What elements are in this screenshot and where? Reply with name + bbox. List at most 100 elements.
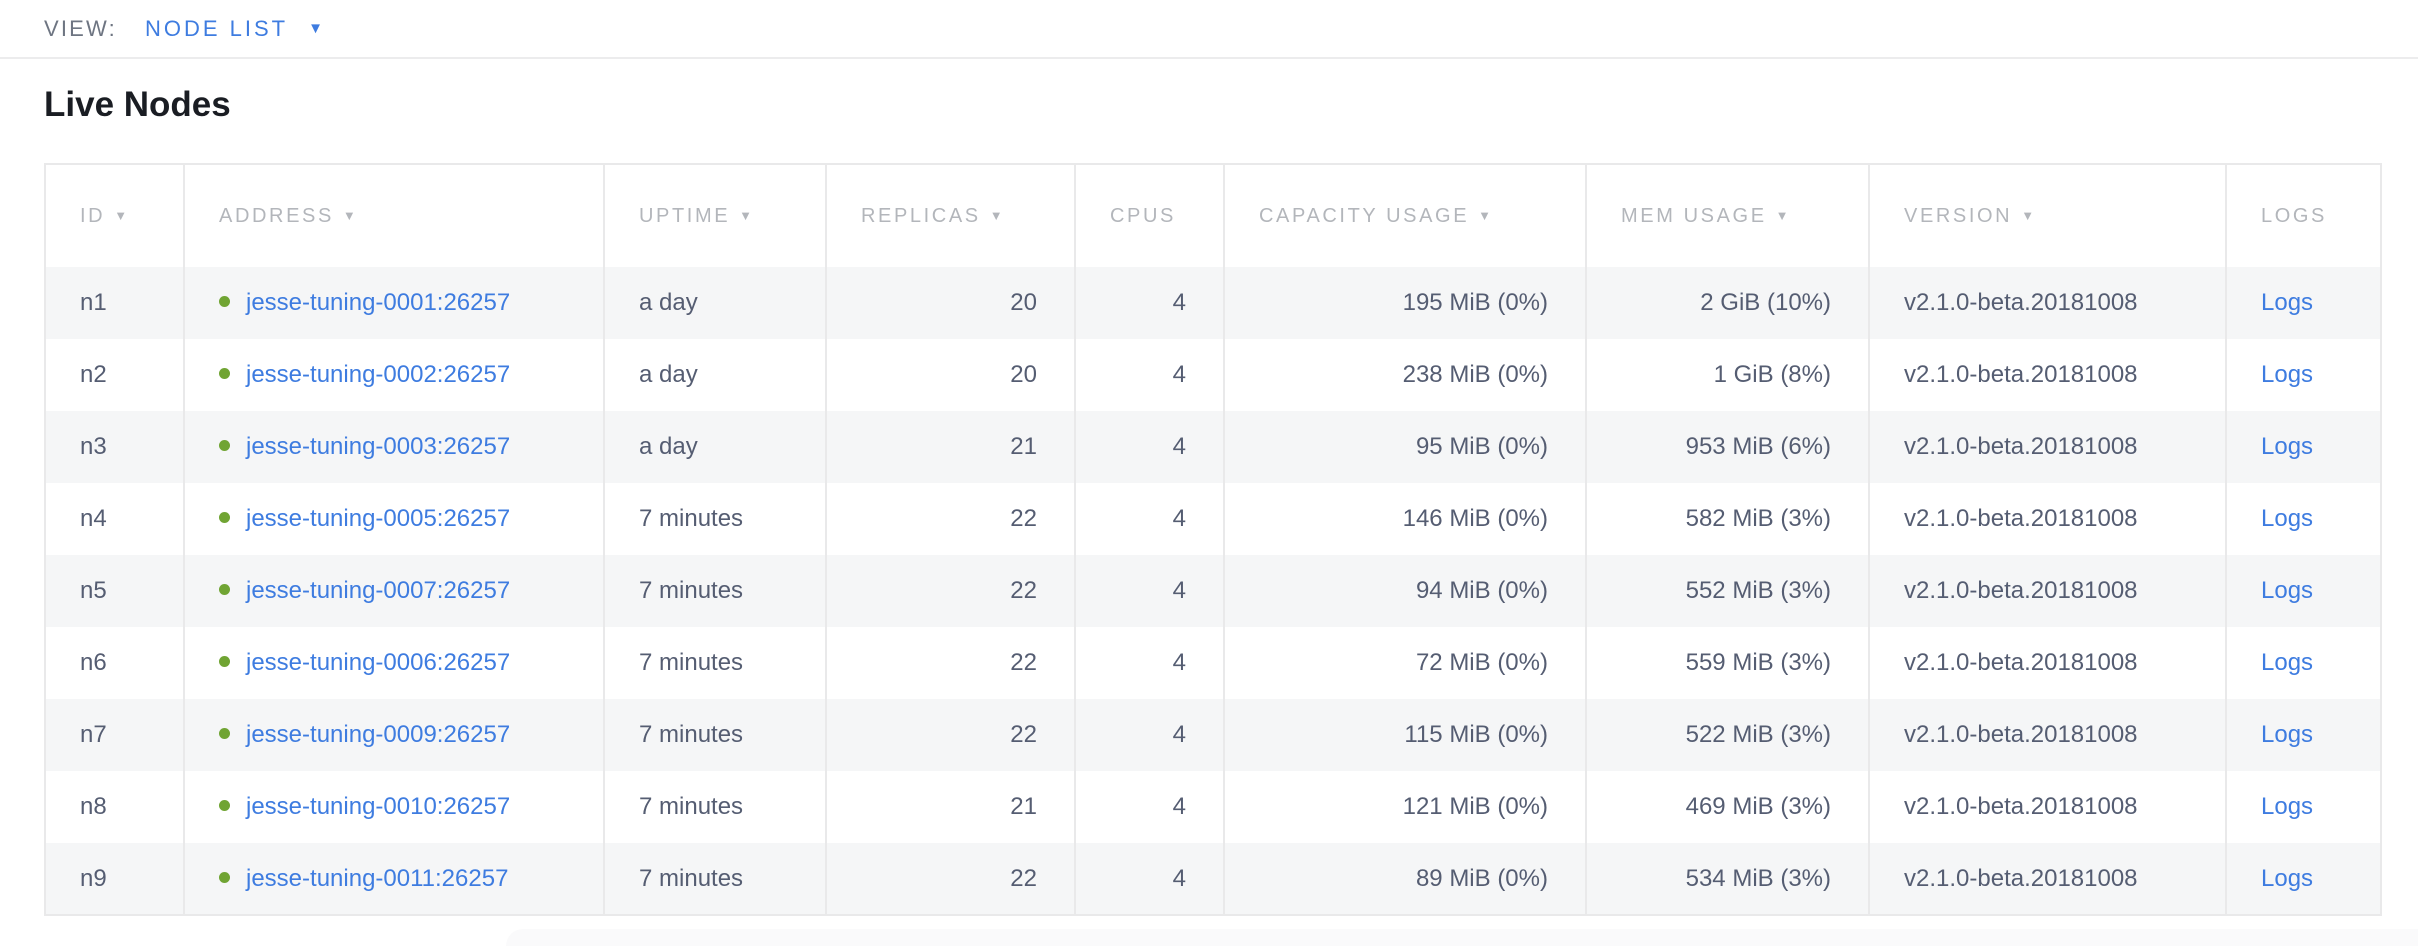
address-cell: jesse-tuning-0009:26257 bbox=[184, 699, 605, 771]
id-cell: n6 bbox=[45, 627, 185, 699]
node-address-link[interactable]: jesse-tuning-0006:26257 bbox=[246, 649, 511, 676]
node-logs-link[interactable]: Logs bbox=[2261, 433, 2314, 460]
capacity-cell: 115 MiB (0%) bbox=[1224, 699, 1587, 771]
id-cell: n9 bbox=[45, 843, 185, 915]
uptime-cell: 7 minutes bbox=[604, 699, 827, 771]
replicas-cell: 22 bbox=[826, 483, 1076, 555]
version-cell: v2.1.0-beta.20181008 bbox=[1869, 267, 2227, 339]
node-row-n5: n5 jesse-tuning-0007:26257 7 minutes 22 4 94 … bbox=[45, 555, 2382, 627]
live-nodes-table-container: ID ▼ ADDRESS ▼ UPTIME ▼ REPLICAS ▼ CPUS CAPACITY … bbox=[44, 163, 2382, 916]
capacity-cell: 238 MiB (0%) bbox=[1224, 339, 1587, 411]
version-cell: v2.1.0-beta.20181008 bbox=[1869, 555, 2227, 627]
node-address-link[interactable]: jesse-tuning-0002:26257 bbox=[246, 361, 511, 388]
mem-cell: 469 MiB (3%) bbox=[1586, 771, 1870, 843]
sort-desc-icon: ▼ bbox=[989, 207, 1006, 223]
capacity-cell: 146 MiB (0%) bbox=[1224, 483, 1587, 555]
replicas-cell: 21 bbox=[826, 411, 1076, 483]
logs-cell: Logs bbox=[2226, 555, 2382, 627]
logs-cell: Logs bbox=[2226, 771, 2382, 843]
address-cell: jesse-tuning-0011:26257 bbox=[184, 843, 605, 915]
node-logs-link[interactable]: Logs bbox=[2261, 864, 2314, 892]
capacity-cell: 94 MiB (0%) bbox=[1224, 555, 1587, 627]
capacity-cell: 195 MiB (0%) bbox=[1224, 267, 1587, 339]
table-header-row: ID ▼ ADDRESS ▼ UPTIME ▼ REPLICAS ▼ CPUS CAPACITY … bbox=[45, 164, 2382, 267]
replicas-cell: 20 bbox=[826, 267, 1076, 339]
sort-desc-icon: ▼ bbox=[342, 207, 359, 223]
replicas-cell: 22 bbox=[826, 555, 1076, 627]
cpus-cell: 4 bbox=[1075, 411, 1225, 483]
live-status-dot-icon bbox=[219, 584, 230, 596]
live-status-dot-icon bbox=[219, 296, 230, 308]
view-dropdown[interactable]: NODE LIST ▼ bbox=[145, 16, 323, 42]
node-logs-link[interactable]: Logs bbox=[2261, 649, 2314, 676]
logs-cell: Logs bbox=[2226, 411, 2382, 483]
cpus-cell: 4 bbox=[1075, 627, 1225, 699]
node-address-link[interactable]: jesse-tuning-0005:26257 bbox=[246, 505, 511, 532]
cpus-cell: 4 bbox=[1075, 843, 1225, 915]
logs-cell: Logs bbox=[2226, 483, 2382, 555]
node-address-link[interactable]: jesse-tuning-0011:26257 bbox=[246, 864, 509, 892]
mem-cell: 552 MiB (3%) bbox=[1586, 555, 1870, 627]
version-cell: v2.1.0-beta.20181008 bbox=[1869, 339, 2227, 411]
node-address-link[interactable]: jesse-tuning-0003:26257 bbox=[246, 433, 511, 460]
node-row-n7: n7 jesse-tuning-0009:26257 7 minutes 22 4 115… bbox=[45, 699, 2382, 771]
cpus-cell: 4 bbox=[1075, 267, 1225, 339]
replicas-cell: 21 bbox=[826, 771, 1076, 843]
live-status-dot-icon bbox=[219, 440, 230, 452]
column-header-replicas[interactable]: REPLICAS ▼ bbox=[826, 164, 1076, 267]
id-cell: n7 bbox=[45, 699, 185, 771]
column-header-label: VERSION bbox=[1904, 204, 2013, 227]
node-logs-link[interactable]: Logs bbox=[2261, 361, 2314, 388]
logs-cell: Logs bbox=[2226, 843, 2382, 915]
node-logs-link[interactable]: Logs bbox=[2261, 577, 2314, 604]
column-header-label: UPTIME bbox=[639, 204, 731, 227]
mem-cell: 953 MiB (6%) bbox=[1586, 411, 1870, 483]
node-logs-link[interactable]: Logs bbox=[2261, 721, 2314, 748]
uptime-cell: 7 minutes bbox=[604, 771, 827, 843]
mem-cell: 582 MiB (3%) bbox=[1586, 483, 1870, 555]
uptime-cell: 7 minutes bbox=[604, 843, 827, 915]
cpus-cell: 4 bbox=[1075, 483, 1225, 555]
column-header-id[interactable]: ID ▼ bbox=[45, 164, 185, 267]
node-logs-link[interactable]: Logs bbox=[2261, 505, 2314, 532]
column-header-label: LOGS bbox=[2261, 204, 2327, 227]
column-header-label: REPLICAS bbox=[861, 204, 981, 227]
node-address-link[interactable]: jesse-tuning-0007:26257 bbox=[246, 577, 511, 604]
node-row-n1: n1 jesse-tuning-0001:26257 a day 20 4 195 MiB… bbox=[45, 267, 2382, 339]
node-address-link[interactable]: jesse-tuning-0001:26257 bbox=[246, 289, 511, 316]
column-header-uptime[interactable]: UPTIME ▼ bbox=[604, 164, 827, 267]
id-cell: n8 bbox=[45, 771, 185, 843]
replicas-cell: 20 bbox=[826, 339, 1076, 411]
column-header-version[interactable]: VERSION ▼ bbox=[1869, 164, 2227, 267]
live-status-dot-icon bbox=[219, 728, 230, 740]
column-header-mem[interactable]: MEM USAGE ▼ bbox=[1586, 164, 1870, 267]
table-header: ID ▼ ADDRESS ▼ UPTIME ▼ REPLICAS ▼ CPUS CAPACITY … bbox=[45, 164, 2382, 267]
replicas-cell: 22 bbox=[826, 843, 1076, 915]
version-cell: v2.1.0-beta.20181008 bbox=[1869, 411, 2227, 483]
node-address-link[interactable]: jesse-tuning-0009:26257 bbox=[246, 721, 511, 748]
replicas-cell: 22 bbox=[826, 627, 1076, 699]
address-cell: jesse-tuning-0003:26257 bbox=[184, 411, 605, 483]
column-header-cpus: CPUS bbox=[1075, 164, 1225, 267]
address-cell: jesse-tuning-0001:26257 bbox=[184, 267, 605, 339]
view-dropdown-value: NODE LIST bbox=[144, 15, 289, 41]
version-cell: v2.1.0-beta.20181008 bbox=[1869, 483, 2227, 555]
node-address-link[interactable]: jesse-tuning-0010:26257 bbox=[246, 793, 511, 820]
uptime-cell: a day bbox=[604, 339, 827, 411]
column-header-capacity[interactable]: CAPACITY USAGE ▼ bbox=[1224, 164, 1587, 267]
address-cell: jesse-tuning-0002:26257 bbox=[184, 339, 605, 411]
sort-desc-icon: ▼ bbox=[2021, 207, 2037, 223]
capacity-cell: 121 MiB (0%) bbox=[1224, 771, 1587, 843]
version-cell: v2.1.0-beta.20181008 bbox=[1869, 699, 2227, 771]
address-cell: jesse-tuning-0005:26257 bbox=[184, 483, 605, 555]
sort-desc-icon: ▼ bbox=[114, 207, 130, 223]
node-logs-link[interactable]: Logs bbox=[2261, 289, 2314, 316]
address-cell: jesse-tuning-0010:26257 bbox=[184, 771, 605, 843]
column-header-label: ID bbox=[80, 204, 106, 227]
sort-desc-icon: ▼ bbox=[1775, 207, 1792, 223]
column-header-address[interactable]: ADDRESS ▼ bbox=[184, 164, 605, 267]
node-logs-link[interactable]: Logs bbox=[2261, 793, 2314, 820]
id-cell: n2 bbox=[45, 339, 185, 411]
uptime-cell: a day bbox=[604, 267, 827, 339]
cpus-cell: 4 bbox=[1075, 339, 1225, 411]
